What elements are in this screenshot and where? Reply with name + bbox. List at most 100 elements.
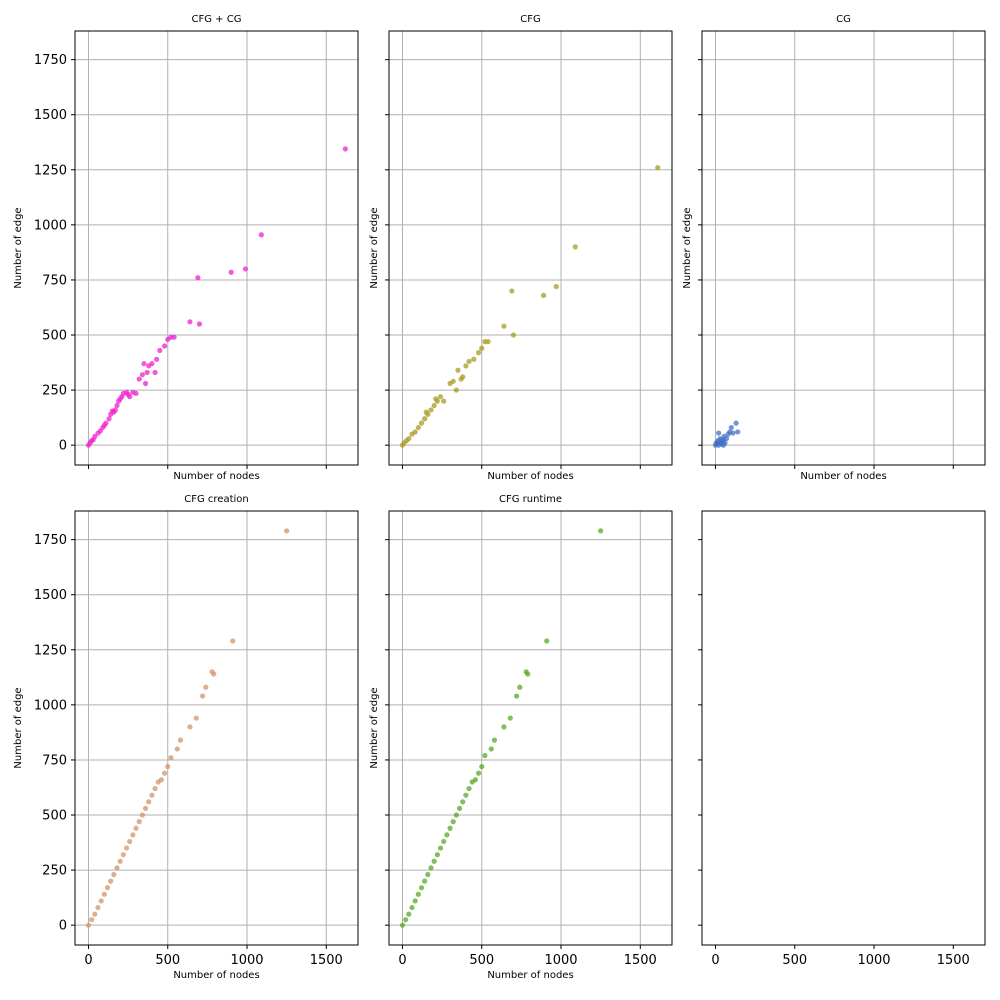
data-point (456, 805, 463, 812)
data-point (453, 812, 459, 818)
data-point (444, 832, 450, 838)
data-point (95, 904, 101, 911)
data-point (406, 435, 412, 442)
data-point (463, 792, 469, 798)
y-tick-label: 1000 (34, 218, 67, 233)
subplot-title: CFG (520, 14, 540, 25)
data-point (479, 345, 485, 351)
plot-frame (701, 30, 986, 466)
y-tick-label: 1500 (34, 588, 67, 603)
data-point (716, 430, 722, 436)
subplot-6: 0 500 1000 1500 (698, 510, 986, 968)
data-point (103, 420, 109, 426)
y-tick-label: 0 (59, 919, 67, 934)
y-axis-label: Number of edge (369, 687, 380, 768)
x-tick-label: 1500 (310, 953, 343, 968)
data-point (428, 865, 434, 871)
data-point (418, 885, 425, 891)
data-point (92, 433, 98, 439)
x-tick-label: 500 (782, 953, 807, 968)
x-tick-label: 0 (398, 953, 406, 968)
y-tick-label: 500 (42, 329, 67, 344)
x-axis-label: Number of nodes (487, 471, 573, 482)
data-point (142, 380, 149, 387)
subplot-2: CFG Number of nodes Number of edge (369, 14, 673, 482)
data-point (196, 321, 203, 327)
data-point (655, 164, 661, 171)
y-tick-label: 0 (59, 439, 67, 454)
y-tick-label: 500 (42, 809, 67, 824)
y-tick-label: 1500 (34, 108, 67, 123)
subplot-3: CG Number of nodes Number of edge (682, 14, 986, 482)
data-point (187, 319, 193, 325)
x-tick-label: 1000 (230, 953, 263, 968)
data-point (466, 785, 472, 792)
data-point (472, 777, 479, 783)
data-point (342, 146, 348, 152)
data-point (491, 737, 498, 743)
data-point (161, 343, 168, 349)
data-point (157, 347, 163, 354)
data-point (98, 898, 104, 904)
subplot-5: 0 500 1000 1500 CFG runtime Number of nodes Nu… (369, 494, 673, 981)
data-point (123, 845, 130, 851)
data-point (450, 819, 456, 825)
data-point (193, 715, 199, 721)
data-point (455, 367, 461, 373)
x-tick-label: 500 (155, 953, 180, 968)
y-tick-label: 1750 (34, 53, 67, 68)
data-point (460, 374, 466, 380)
data-point (133, 390, 139, 397)
data-point (475, 770, 482, 776)
data-point (258, 232, 264, 238)
data-point (572, 244, 578, 250)
data-point (450, 378, 456, 384)
subplot-title: CFG creation (184, 494, 249, 505)
data-point (187, 724, 193, 730)
data-point (479, 763, 485, 770)
data-point (735, 429, 741, 435)
data-point (114, 402, 120, 409)
data-point (106, 416, 112, 422)
x-tick-label: 0 (84, 953, 92, 968)
data-point (441, 838, 447, 845)
y-axis-label: Number of edge (369, 207, 380, 288)
plot-frame (74, 30, 359, 466)
data-point (425, 411, 431, 417)
data-point (723, 435, 730, 442)
data-point (441, 398, 447, 404)
data-point (230, 638, 236, 644)
data-point (540, 292, 547, 298)
data-point (149, 361, 155, 367)
x-tick-label: 0 (711, 953, 719, 968)
data-point (177, 737, 184, 743)
y-tick-label: 750 (42, 753, 67, 768)
data-point (501, 323, 507, 329)
data-point (422, 416, 428, 422)
x-axis-label: Number of nodes (800, 471, 886, 482)
data-point (195, 275, 201, 281)
data-point (203, 684, 209, 690)
data-point (139, 372, 145, 378)
data-point (544, 638, 550, 644)
data-point (485, 339, 491, 345)
data-point (136, 376, 142, 382)
data-point (144, 369, 150, 376)
data-point (431, 402, 437, 409)
data-point (165, 763, 171, 770)
data-point (525, 671, 531, 677)
x-tick-label: 500 (469, 953, 494, 968)
x-tick-label: 1500 (937, 953, 970, 968)
data-point (112, 407, 119, 413)
y-tick-label: 1250 (34, 643, 67, 658)
data-point (460, 799, 466, 805)
plot-frame (388, 30, 673, 466)
data-point (136, 819, 142, 825)
data-point (733, 420, 739, 426)
data-point (514, 693, 520, 699)
data-point (418, 420, 425, 426)
data-point (415, 424, 421, 431)
data-point (463, 363, 469, 369)
data-point (130, 832, 136, 838)
subplot-1: 0 250 500 750 1000 1250 1500 1750 CFG + CG Number… (13, 14, 359, 482)
